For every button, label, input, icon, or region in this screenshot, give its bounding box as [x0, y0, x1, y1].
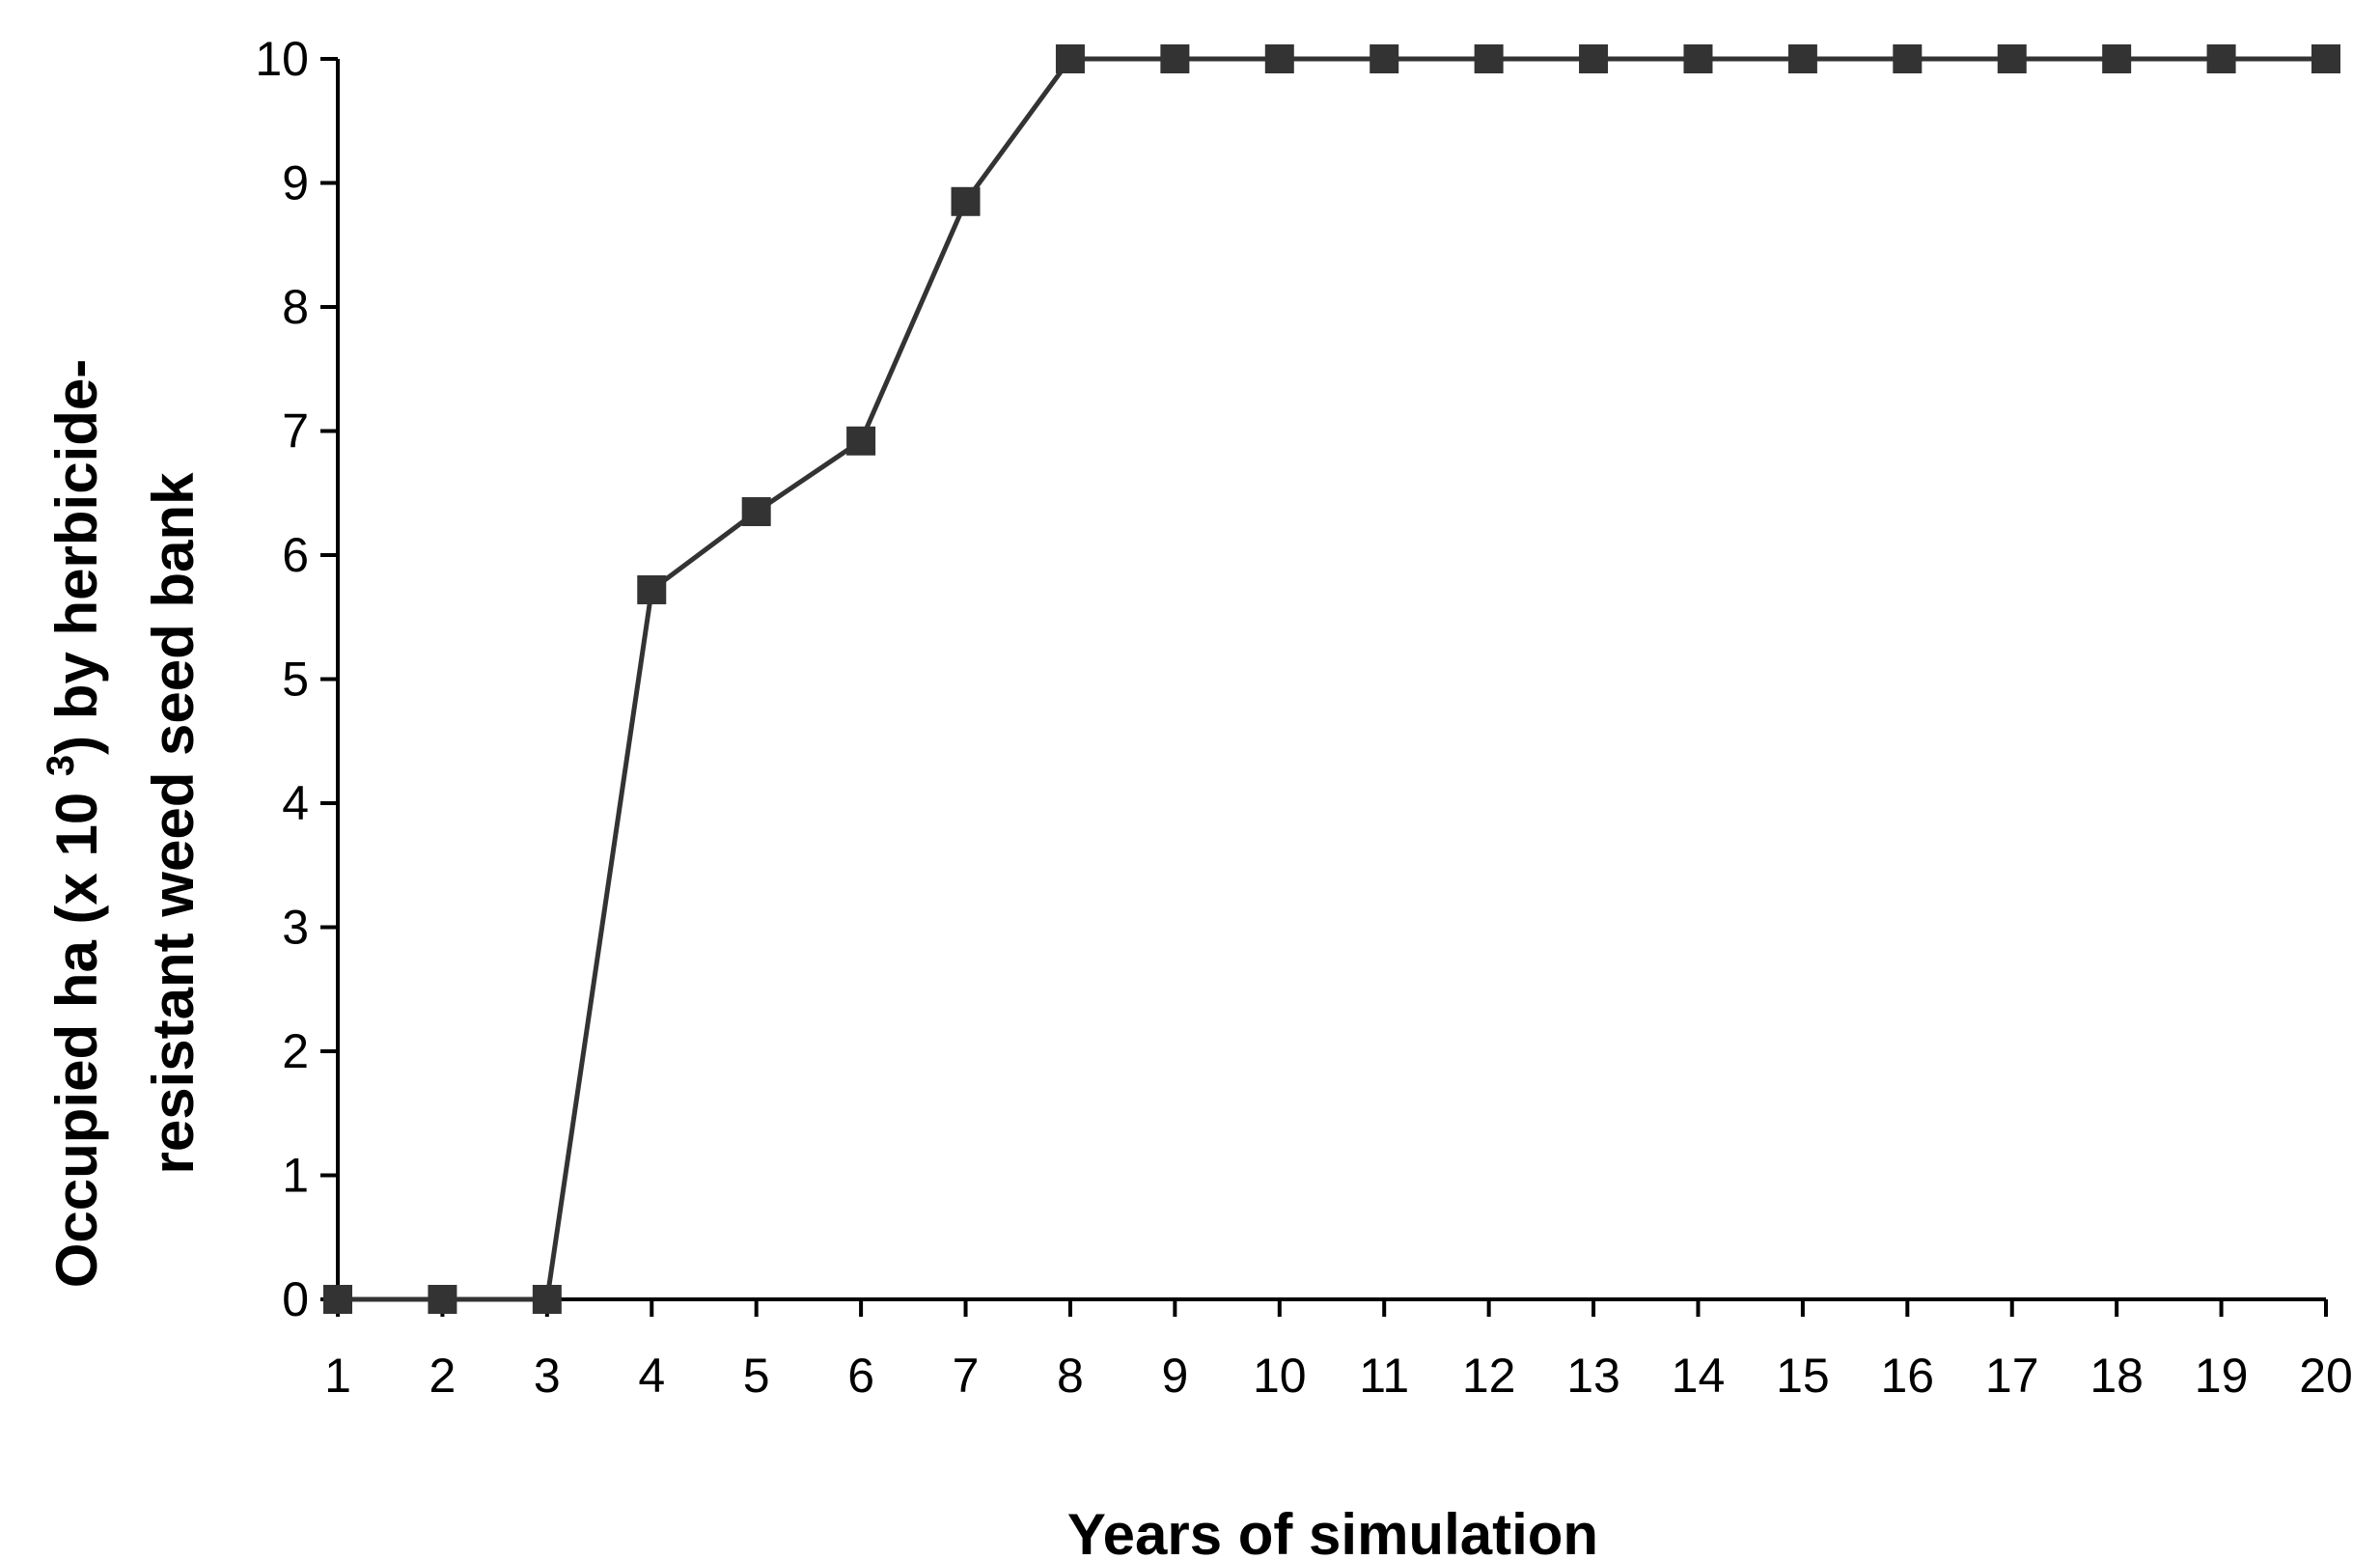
y-tick-label: 9: [282, 156, 309, 210]
data-point: [741, 497, 771, 527]
x-tick-label: 9: [1161, 1349, 1188, 1403]
x-tick-label: 10: [1253, 1349, 1307, 1403]
x-tick-label: 12: [1462, 1349, 1516, 1403]
y-tick-label: 8: [282, 280, 309, 334]
x-tick-label: 3: [534, 1349, 561, 1403]
y-ticks: 0 1 2 3 4 5 6 7 8 9 10: [255, 32, 338, 1326]
data-point: [532, 1285, 562, 1314]
data-point: [951, 186, 981, 216]
y-tick-label: 10: [255, 32, 309, 86]
x-tick-label: 4: [638, 1349, 665, 1403]
x-tick-label: 7: [953, 1349, 980, 1403]
data-point: [1683, 44, 1713, 73]
y-tick-label: 6: [282, 528, 309, 582]
x-tick-label: 13: [1566, 1349, 1620, 1403]
x-tick-label: 11: [1359, 1349, 1409, 1403]
y-axis-title-superscript: 3: [40, 755, 82, 776]
data-point: [323, 1285, 352, 1314]
x-tick-label: 2: [429, 1349, 457, 1403]
data-point: [2311, 44, 2340, 73]
axes: [336, 59, 2326, 1301]
data-point: [1055, 44, 1085, 73]
y-axis-title-suffix: ) by herbicide-: [44, 359, 109, 755]
y-axis-title-line1: Occupied ha (x 10 3) by herbicide-: [40, 359, 109, 1289]
series-group: [323, 44, 2340, 1314]
data-point: [846, 426, 876, 456]
y-tick-label: 0: [282, 1272, 309, 1326]
x-ticks: 1 2 3 4 5 6 7 8 9 10 11 12 13 14 15 16 17 18 19 20: [324, 1299, 2353, 1403]
x-tick-label: 14: [1672, 1349, 1726, 1403]
x-tick-label: 6: [847, 1349, 874, 1403]
x-tick-label: 20: [2299, 1349, 2353, 1403]
y-tick-label: 7: [282, 404, 309, 459]
data-point: [1579, 44, 1609, 73]
data-point: [1370, 44, 1399, 73]
y-tick-label: 2: [282, 1024, 309, 1078]
x-tick-label: 5: [743, 1349, 770, 1403]
y-axis-title-prefix: Occupied ha (x 10: [44, 776, 109, 1288]
x-axis-title: Years of simulation: [1067, 1502, 1598, 1560]
series-line: [338, 56, 2326, 1302]
data-point: [1893, 44, 1923, 73]
x-tick-label: 8: [1057, 1349, 1084, 1403]
y-tick-label: 1: [282, 1149, 309, 1203]
data-point: [2102, 44, 2132, 73]
x-tick-label: 1: [324, 1349, 351, 1403]
data-point: [1160, 44, 1190, 73]
y-tick-label: 4: [282, 776, 309, 830]
data-point: [1787, 44, 1817, 73]
data-point: [428, 1285, 457, 1314]
x-tick-label: 15: [1776, 1349, 1830, 1403]
x-tick-label: 17: [1985, 1349, 2039, 1403]
data-point: [1474, 44, 1504, 73]
y-tick-label: 5: [282, 653, 309, 707]
data-point: [1997, 44, 2027, 73]
data-point: [1264, 44, 1294, 73]
x-tick-label: 16: [1881, 1349, 1935, 1403]
y-tick-label: 3: [282, 901, 309, 955]
y-axis-title: Occupied ha (x 10 3) by herbicide- resis…: [40, 359, 206, 1289]
data-point: [637, 574, 667, 604]
y-axis-title-line2: resistant weed seed bank: [141, 472, 206, 1175]
x-tick-label: 19: [2195, 1349, 2249, 1403]
x-tick-label: 18: [2089, 1349, 2144, 1403]
data-point: [2206, 44, 2236, 73]
